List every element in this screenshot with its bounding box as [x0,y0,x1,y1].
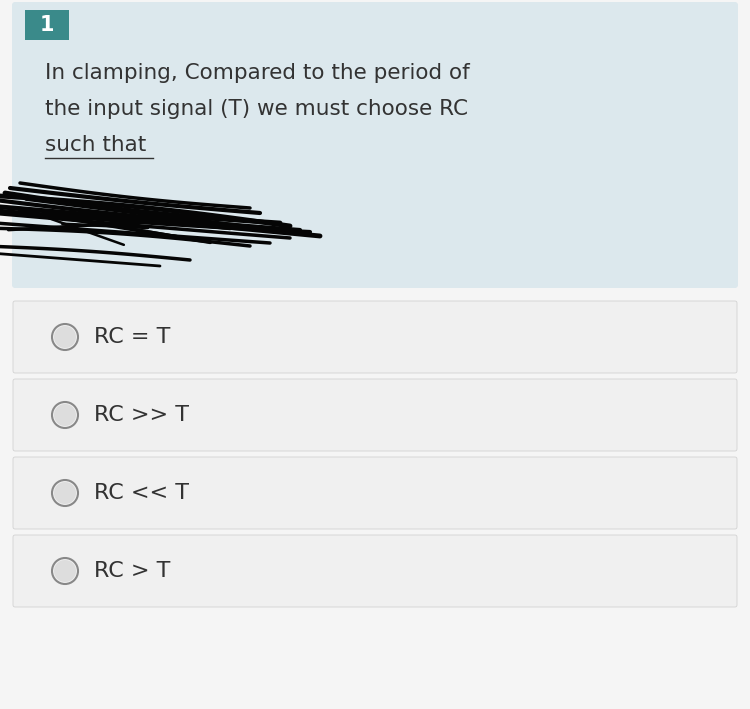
Text: In clamping, Compared to the period of: In clamping, Compared to the period of [45,63,470,83]
Circle shape [54,404,76,426]
FancyBboxPatch shape [13,301,737,373]
Text: RC > T: RC > T [94,561,170,581]
FancyBboxPatch shape [12,2,738,288]
Text: RC >> T: RC >> T [94,405,189,425]
FancyBboxPatch shape [13,379,737,451]
Circle shape [54,482,76,504]
Text: 1: 1 [40,15,54,35]
Circle shape [54,560,76,582]
Text: such that: such that [45,135,146,155]
Text: RC = T: RC = T [94,327,170,347]
FancyBboxPatch shape [13,457,737,529]
FancyBboxPatch shape [13,535,737,607]
Text: RC << T: RC << T [94,483,189,503]
Circle shape [54,326,76,348]
FancyBboxPatch shape [25,10,69,40]
Text: the input signal (T) we must choose RC: the input signal (T) we must choose RC [45,99,468,119]
